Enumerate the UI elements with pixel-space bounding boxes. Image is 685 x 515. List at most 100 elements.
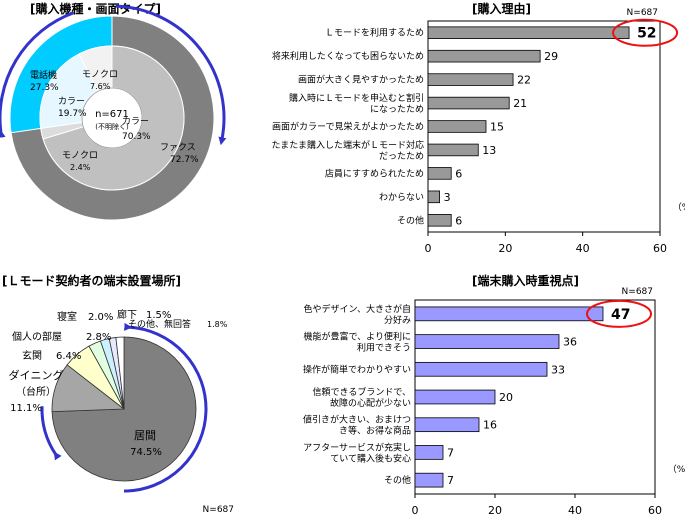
bar — [427, 96, 510, 110]
install-location-panel: [Ｌモード契約者の端末設置場所] 居間 74.5% ダイニング （台所） 11.1% 玄関… — [0, 262, 240, 515]
donut-center-sublabel: (不明除く) — [95, 122, 129, 131]
category-label: 利用できそう — [357, 342, 411, 354]
value-entrance: 6.4% — [56, 351, 81, 362]
x-tick-label: 20 — [498, 242, 512, 255]
dining-direction-arrow — [40, 406, 62, 461]
install-location-title: [Ｌモード契約者の端末設置場所] — [2, 274, 181, 288]
bar-value-label: 20 — [499, 391, 513, 404]
bar-value-label: 6 — [455, 167, 462, 180]
bar — [414, 472, 444, 488]
donut-center — [81, 87, 143, 149]
inner-label-color-fax: カラー — [122, 116, 149, 127]
device-type-title: [購入機種・画面タイプ] — [30, 2, 161, 16]
n-label: N=687 — [203, 505, 234, 515]
highlight-ellipse — [586, 299, 652, 328]
inner-value-color-phone: 19.7% — [58, 109, 87, 119]
category-label: 操作が簡単でわかりやすい — [303, 363, 411, 375]
label-dining: ダイニング — [9, 368, 64, 382]
fax-direction-arrow — [115, 4, 227, 146]
device-type-donut-chart: n=671 (不明除く) ファクス 72.7% 電話機 27.3% カラー 70.3% モノクロ… — [0, 4, 227, 221]
highlight-ellipse — [612, 18, 679, 47]
inner-value-mono-phone: 7.6% — [90, 82, 111, 91]
bar — [427, 73, 514, 86]
value-other: 1.8% — [207, 320, 228, 329]
x-tick-label: 60 — [653, 242, 667, 255]
value-bedroom: 2.0% — [88, 312, 113, 323]
bar-value-label: 7 — [447, 474, 454, 487]
bar — [427, 214, 452, 227]
category-label: 分好み — [384, 314, 411, 326]
label-entrance: 玄関 — [22, 349, 42, 362]
inner-label-mono-phone: モノクロ — [82, 69, 118, 80]
x-tick-label: 40 — [568, 504, 582, 515]
x-tick-label: 0 — [412, 504, 419, 515]
bar-value-label: 21 — [513, 97, 527, 110]
purchase-priority-panel: [端末購入時重視点] 47 色やデザイン、大きさが自 分好み 36 機能が豊富で、より便… — [240, 262, 685, 515]
bar-value-label: 22 — [517, 74, 531, 87]
label-hallway: 廊下 — [117, 308, 137, 321]
category-label: ていて購入後も安心 — [330, 452, 411, 464]
category-label: 色やデザイン、大きさが自 — [304, 303, 411, 315]
bar-value-label: 36 — [563, 336, 577, 349]
bar — [427, 167, 452, 180]
category-label: わからない — [379, 192, 424, 203]
bar — [427, 143, 479, 157]
bar-value-label: 13 — [482, 144, 496, 157]
bar-value-label: 6 — [455, 214, 462, 227]
bar — [427, 120, 487, 133]
bar — [427, 190, 440, 204]
category-label: 店員にすすめられたため — [325, 167, 424, 179]
value-private-room: 2.8% — [86, 332, 111, 343]
category-label: 購入時にＬモードを申込むと割引 — [289, 92, 424, 104]
x-tick-label: 60 — [648, 504, 662, 515]
device-type-panel: [購入機種・画面タイプ] n=671 (不明除く) ファクス 72.7% 電話機 27.3… — [0, 0, 240, 260]
x-tick-label: 20 — [488, 504, 502, 515]
outer-value-fax: 72.7% — [170, 155, 199, 165]
bar-value-label: 52 — [637, 26, 656, 42]
category-label: 将来利用したくなっても困らないため — [272, 50, 424, 62]
bar — [414, 389, 496, 405]
outer-value-phone: 27.3% — [30, 83, 59, 93]
x-tick-label: 0 — [425, 242, 432, 255]
bar — [414, 334, 560, 349]
category-label: Ｌモードを利用するため — [325, 27, 424, 39]
label-other: その他、無回答 — [128, 318, 191, 330]
n-label: N=687 — [622, 287, 653, 297]
install-location-pie-chart: 居間 74.5% ダイニング （台所） 11.1% 玄関 6.4% 個人の部屋 2.8% 寝室 2.… — [9, 308, 235, 515]
category-label: き等、お得な商品 — [339, 425, 411, 437]
label-bedroom: 寝室 — [57, 310, 77, 323]
bar-value-label: 33 — [551, 363, 565, 376]
inner-label-color-phone: カラー — [58, 96, 85, 107]
inner-value-mono-fax: 2.4% — [70, 163, 91, 172]
n-label: N=687 — [627, 8, 658, 18]
purchase-reason-panel: [購入理由] 52 Ｌモードを利用するため 29 将来利用したくなっても困らないため 2… — [240, 0, 685, 260]
label-private-room: 個人の部屋 — [12, 330, 62, 343]
donut-center-label: n=671 — [95, 109, 129, 120]
bar — [414, 361, 548, 377]
value-dining: 11.1% — [10, 403, 42, 414]
purchase-reason-bar-chart: 52 Ｌモードを利用するため 29 将来利用したくなっても困らないため 22 画面が大きく… — [272, 8, 685, 255]
outer-label-fax: ファクス — [160, 142, 196, 153]
bar — [414, 306, 604, 322]
category-label: アフターサービスが充実し — [303, 441, 411, 453]
bar-value-label: 3 — [444, 191, 451, 204]
value-hallway: 1.5% — [146, 310, 171, 321]
bar — [414, 445, 444, 460]
category-label: その他 — [384, 474, 411, 486]
phone-direction-arrow — [0, 11, 75, 139]
category-label: 信頼できるブランドで、 — [313, 386, 411, 398]
x-tick-label: 40 — [576, 242, 590, 255]
bar-value-label: 7 — [447, 446, 454, 459]
pie-slice — [115, 336, 125, 410]
purchase-priority-title: [端末購入時重視点] — [472, 274, 579, 288]
bar-value-label: 16 — [483, 419, 497, 432]
bar-value-label: 15 — [490, 121, 504, 134]
living-direction-arrow — [123, 322, 208, 493]
category-label: だったため — [379, 151, 424, 162]
category-label: 画面が大きく見やすかったため — [298, 74, 424, 86]
category-label: 機能が豊富で、より便利に — [304, 331, 411, 343]
label-living: 居間 — [134, 429, 156, 442]
unit-label: （%） — [673, 202, 685, 213]
inner-label-mono-fax: モノクロ — [62, 150, 98, 161]
bar — [427, 49, 541, 63]
